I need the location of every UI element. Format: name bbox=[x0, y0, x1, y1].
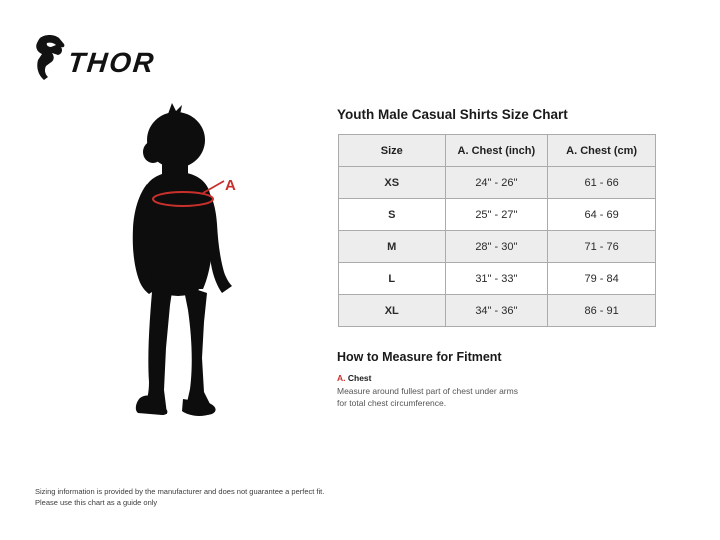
cell-size: L bbox=[338, 262, 446, 295]
column-header-chest-inch: A. Chest (inch) bbox=[444, 134, 549, 167]
brand-logo-text: THOR bbox=[66, 47, 158, 78]
measure-guide-heading: How to Measure for Fitment bbox=[337, 350, 502, 364]
annotation-leader-line bbox=[202, 180, 225, 194]
fitment-figure: A bbox=[132, 103, 236, 416]
cell-chest-cm: 71 - 76 bbox=[547, 230, 656, 263]
brand-logo: THOR bbox=[33, 34, 158, 80]
cell-size: S bbox=[338, 198, 446, 231]
cell-size: M bbox=[338, 230, 446, 263]
disclaimer-line-1: Sizing information is provided by the ma… bbox=[35, 487, 325, 496]
chest-measurement-annotation: A bbox=[152, 177, 236, 207]
cell-size: XS bbox=[338, 166, 446, 199]
measure-item-letter: A. bbox=[337, 373, 346, 383]
thor-ram-icon bbox=[36, 35, 65, 80]
table-header-row: Size A. Chest (inch) A. Chest (cm) bbox=[338, 134, 656, 167]
measure-item-description: Measure around fullest part of chest und… bbox=[337, 386, 518, 408]
cell-chest-inch: 31" - 33" bbox=[444, 262, 549, 295]
table-row: S 25" - 27" 64 - 69 bbox=[338, 198, 656, 231]
table-row: L 31" - 33" 79 - 84 bbox=[338, 262, 656, 295]
column-header-chest-cm: A. Chest (cm) bbox=[547, 134, 656, 167]
cell-chest-inch: 24" - 26" bbox=[444, 166, 549, 199]
table-row: XL 34" - 36" 86 - 91 bbox=[338, 294, 656, 327]
disclaimer-line-2: Please use this chart as a guide only bbox=[35, 497, 158, 507]
measure-item-name: Chest bbox=[347, 373, 372, 383]
size-chart-title: Youth Male Casual Shirts Size Chart bbox=[337, 107, 568, 122]
cell-chest-cm: 64 - 69 bbox=[547, 198, 656, 231]
cell-chest-inch: 25" - 27" bbox=[444, 198, 549, 231]
measure-item-chest: A. Chest Measure around fullest part of … bbox=[337, 373, 547, 410]
table-row: M 28" - 30" 71 - 76 bbox=[338, 230, 656, 263]
size-chart-table: Size A. Chest (inch) A. Chest (cm) XS 24… bbox=[338, 134, 656, 327]
column-header-size: Size bbox=[338, 134, 446, 167]
measure-guide-section: How to Measure for Fitment A. Chest Meas… bbox=[337, 350, 547, 410]
cell-chest-inch: 34" - 36" bbox=[444, 294, 549, 327]
disclaimer-footer: Sizing information is provided by the ma… bbox=[35, 487, 324, 508]
cell-chest-cm: 86 - 91 bbox=[547, 294, 656, 327]
measure-item-title: A. Chest bbox=[337, 373, 547, 383]
table-row: XS 24" - 26" 61 - 66 bbox=[338, 166, 656, 199]
annotation-label-a: A bbox=[225, 177, 236, 194]
cell-size: XL bbox=[338, 294, 446, 327]
cell-chest-cm: 61 - 66 bbox=[547, 166, 656, 199]
child-silhouette bbox=[132, 103, 232, 416]
chest-measure-ellipse bbox=[152, 191, 214, 207]
cell-chest-cm: 79 - 84 bbox=[547, 262, 656, 295]
cell-chest-inch: 28" - 30" bbox=[444, 230, 549, 263]
